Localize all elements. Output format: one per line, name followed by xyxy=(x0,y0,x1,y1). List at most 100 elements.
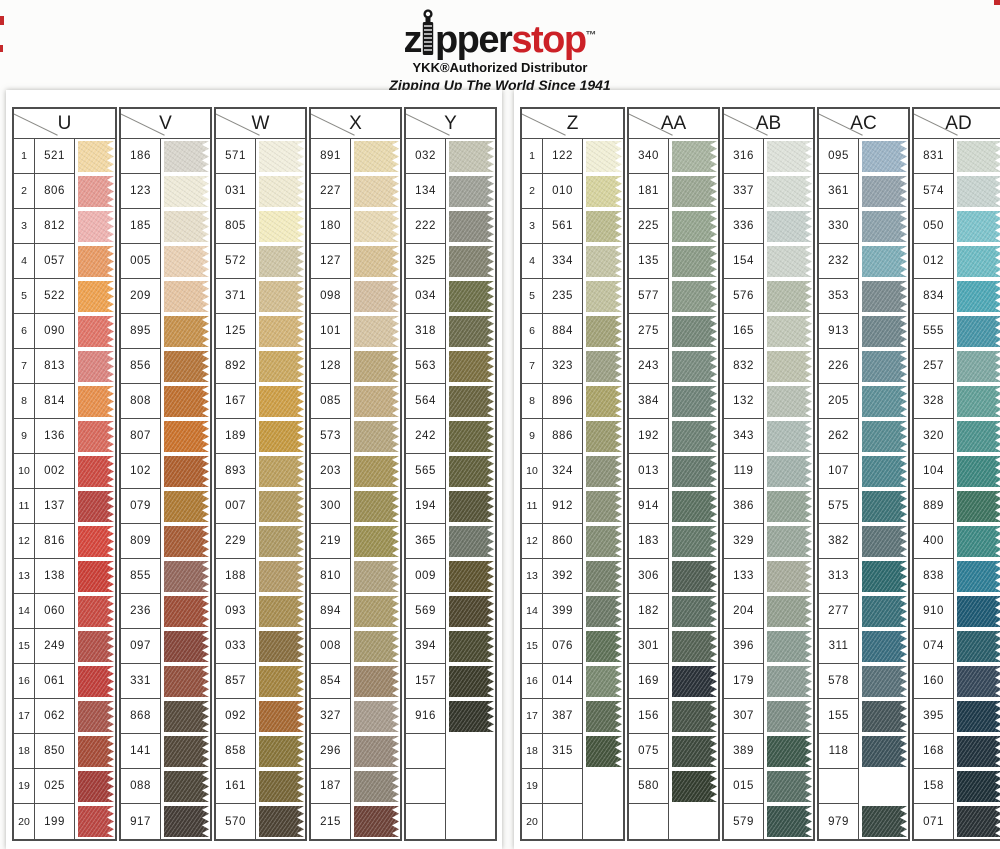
swatch-row: 571 xyxy=(216,139,305,174)
swatch-row: 242 xyxy=(406,419,495,454)
swatch-row: 243 xyxy=(629,349,718,384)
swatch-row: 893 xyxy=(216,454,305,489)
color-swatch xyxy=(449,386,494,417)
color-code: 079 xyxy=(121,489,161,524)
swatch-area xyxy=(859,489,908,524)
swatch-row: 189 xyxy=(216,419,305,454)
color-swatch xyxy=(767,631,812,662)
swatch-area xyxy=(859,594,908,629)
color-swatch xyxy=(957,386,1000,417)
swatch-area xyxy=(351,384,400,419)
color-code: 396 xyxy=(724,629,764,664)
color-code: 107 xyxy=(819,454,859,489)
color-code: 002 xyxy=(35,454,75,489)
color-swatch xyxy=(862,736,907,767)
swatch-row: 229 xyxy=(216,524,305,559)
color-code: 189 xyxy=(216,419,256,454)
color-code: 575 xyxy=(819,489,859,524)
color-swatch xyxy=(449,176,494,207)
swatch-row: 895 xyxy=(121,314,210,349)
color-column-Z: Z 1 122 2 010 3 561 4 334 5 235 6 884 7 323 8 896 9 886 10 3… xyxy=(520,107,625,841)
swatch-area xyxy=(954,559,1000,594)
color-swatch xyxy=(78,246,114,277)
color-swatch xyxy=(767,141,812,172)
swatch-row: 2 806 xyxy=(14,174,115,209)
swatch-row: 3 812 xyxy=(14,209,115,244)
color-swatch xyxy=(78,701,114,732)
color-swatch xyxy=(957,351,1000,382)
color-code: 324 xyxy=(543,454,583,489)
swatch-area xyxy=(954,314,1000,349)
color-code: 813 xyxy=(35,349,75,384)
color-swatch xyxy=(957,666,1000,697)
swatch-row: 329 xyxy=(724,524,813,559)
swatch-area xyxy=(351,699,400,734)
swatch-row: 125 xyxy=(216,314,305,349)
color-swatch xyxy=(164,421,209,452)
swatch-row: 577 xyxy=(629,279,718,314)
color-swatch xyxy=(78,281,114,312)
swatch-row: 889 xyxy=(914,489,1000,524)
color-code xyxy=(629,804,669,839)
swatch-area xyxy=(669,559,718,594)
color-swatch xyxy=(259,316,304,347)
swatch-area xyxy=(446,769,495,804)
swatch-row: 007 xyxy=(216,489,305,524)
color-swatch xyxy=(767,386,812,417)
swatch-row: 578 xyxy=(819,664,908,699)
swatch-area xyxy=(764,384,813,419)
color-code: 913 xyxy=(819,314,859,349)
color-code: 858 xyxy=(216,734,256,769)
swatch-row: 134 xyxy=(406,174,495,209)
row-number: 6 xyxy=(14,314,35,349)
color-code: 134 xyxy=(406,174,446,209)
color-swatch xyxy=(78,421,114,452)
swatch-area xyxy=(764,349,813,384)
color-code: 895 xyxy=(121,314,161,349)
color-swatch xyxy=(78,631,114,662)
color-code: 569 xyxy=(406,594,446,629)
swatch-area xyxy=(75,139,115,174)
swatch-row: 10 002 xyxy=(14,454,115,489)
color-code: 571 xyxy=(216,139,256,174)
row-number: 17 xyxy=(14,699,35,734)
color-code: 572 xyxy=(216,244,256,279)
color-code: 331 xyxy=(121,664,161,699)
color-swatch xyxy=(862,281,907,312)
swatch-area xyxy=(859,314,908,349)
color-code: 062 xyxy=(35,699,75,734)
swatch-area xyxy=(583,804,623,839)
swatch-area xyxy=(764,629,813,664)
swatch-area xyxy=(583,699,623,734)
swatch-area xyxy=(161,734,210,769)
color-code: 580 xyxy=(629,769,669,804)
color-swatch xyxy=(862,491,907,522)
swatch-row: 20 199 xyxy=(14,804,115,839)
color-code: 074 xyxy=(914,629,954,664)
color-code: 564 xyxy=(406,384,446,419)
row-number: 11 xyxy=(522,489,543,524)
swatch-area xyxy=(583,454,623,489)
swatch-area xyxy=(764,699,813,734)
color-code: 249 xyxy=(35,629,75,664)
swatch-row: 563 xyxy=(406,349,495,384)
color-code xyxy=(819,769,859,804)
swatch-row: 394 xyxy=(406,629,495,664)
color-swatch xyxy=(862,806,907,837)
color-swatch xyxy=(78,596,114,627)
swatch-row: 917 xyxy=(121,804,210,839)
swatch-row: 580 xyxy=(629,769,718,804)
swatch-row: 203 xyxy=(311,454,400,489)
color-swatch xyxy=(259,666,304,697)
color-code: 392 xyxy=(543,559,583,594)
swatch-area xyxy=(669,629,718,664)
color-code: 579 xyxy=(724,804,764,839)
color-code: 816 xyxy=(35,524,75,559)
color-swatch xyxy=(449,701,494,732)
swatch-area xyxy=(351,279,400,314)
swatch-area xyxy=(351,314,400,349)
swatch-row: 088 xyxy=(121,769,210,804)
row-number: 12 xyxy=(522,524,543,559)
color-column-W: W 571 031 805 572 371 125 892 167 189 893 007 229 188… xyxy=(214,107,307,841)
color-code: 137 xyxy=(35,489,75,524)
